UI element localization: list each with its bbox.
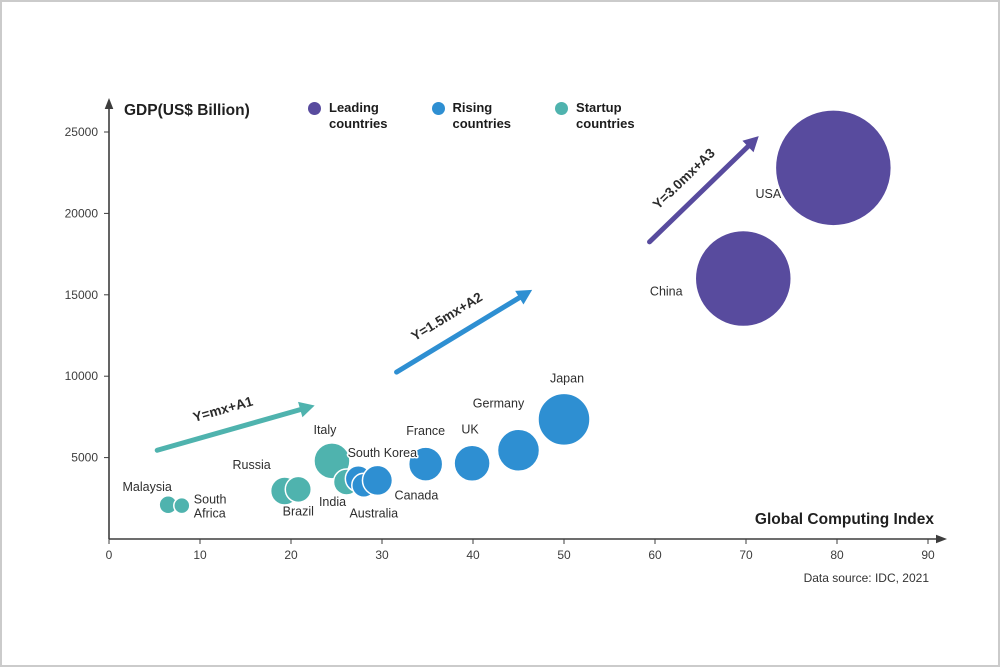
x-tick-label: 10 [193, 548, 207, 562]
x-tick-label: 30 [375, 548, 389, 562]
x-tick-label: 60 [648, 548, 662, 562]
y-axis-title: GDP(US$ Billion) [124, 102, 250, 119]
country-label-germany: Germany [473, 396, 525, 410]
trend-arrow-head-icon [298, 401, 315, 418]
x-tick-label: 20 [284, 548, 298, 562]
bubble-south-africa [173, 496, 191, 515]
trend-equation-label: Y=1.5mx+A2 [409, 289, 485, 343]
legend-dot-icon [555, 102, 569, 115]
country-label-russia: Russia [233, 458, 271, 472]
y-tick-label: 25000 [65, 125, 99, 139]
country-label-south-korea: South Korea [348, 446, 418, 460]
country-label-uk: UK [461, 422, 479, 436]
country-label-france: France [406, 424, 445, 438]
y-tick-label: 10000 [65, 369, 99, 383]
x-tick-label: 40 [466, 548, 480, 562]
country-label-china: China [650, 285, 683, 299]
trend-arrow [154, 407, 303, 453]
x-tick-label: 0 [106, 548, 113, 562]
trend-arrow-head-icon [742, 136, 759, 153]
data-source-note: Data source: IDC, 2021 [803, 571, 929, 585]
bubble-france [407, 446, 444, 482]
bubble-uk [453, 444, 491, 483]
legend-label: Rising countries [452, 100, 512, 131]
x-axis-title: Global Computing Index [754, 511, 934, 528]
trend-equation-label: Y=3.0mx+A3 [650, 145, 718, 212]
y-axis-arrow-icon [104, 98, 114, 109]
bubble-china [694, 229, 793, 328]
legend-label: Leading countries [329, 100, 388, 131]
country-label-south-africa: South [194, 493, 227, 507]
country-label-malaysia: Malaysia [122, 480, 171, 494]
country-label-brazil: Brazil [283, 504, 314, 518]
x-tick-label: 70 [739, 548, 753, 562]
legend-item-startup-countries: Startup countries [555, 100, 635, 132]
legend-dot-icon [308, 102, 321, 115]
x-tick-label: 90 [921, 548, 935, 562]
trend-equation-label: Y=mx+A1 [191, 393, 255, 424]
x-tick-label: 80 [830, 548, 844, 562]
bubble-brazil [284, 475, 313, 504]
x-tick-label: 50 [557, 548, 571, 562]
country-label-south-africa: Africa [194, 507, 226, 521]
y-tick-label: 5000 [71, 451, 98, 465]
country-label-india: India [319, 495, 346, 509]
bubble-japan [537, 392, 591, 447]
x-axis-arrow-icon [936, 534, 947, 544]
legend-item-leading-countries: Leading countries [308, 100, 388, 132]
legend: Leading countries Rising countries Startup… [308, 100, 635, 132]
y-tick-label: 15000 [65, 288, 99, 302]
trend-arrow [394, 295, 522, 375]
legend-item-rising-countries: Rising countries [431, 100, 512, 132]
country-label-canada: Canada [395, 488, 439, 502]
country-label-italy: Italy [313, 423, 337, 437]
y-tick-label: 20000 [65, 206, 99, 220]
trend-arrow-head-icon [515, 289, 533, 305]
bubble-usa [774, 109, 893, 227]
legend-dot-icon [431, 102, 445, 115]
bubble-canada [361, 464, 394, 497]
country-label-usa: USA [756, 187, 782, 201]
trend-arrow [647, 144, 751, 245]
country-label-australia: Australia [349, 506, 398, 520]
legend-label: Startup countries [576, 100, 635, 131]
bubble-germany [496, 428, 541, 473]
country-label-japan: Japan [550, 371, 584, 385]
